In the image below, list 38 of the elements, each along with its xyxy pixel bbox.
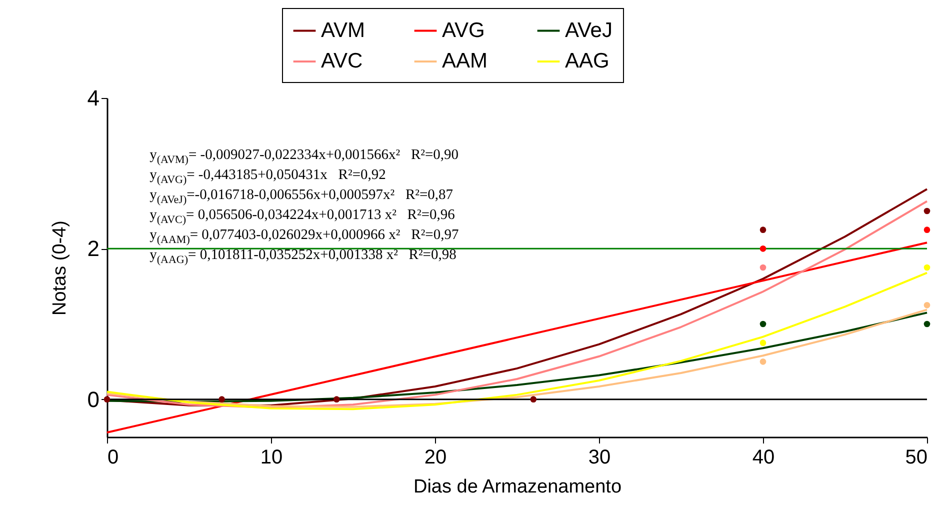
point [530, 396, 537, 402]
point [760, 358, 766, 365]
legend-label: AVM [321, 18, 365, 42]
point [924, 302, 930, 308]
annotation: y$_{(AAM)}$= 0,077403-0,026029x+0,000966 x² R²=0,97 [150, 226, 459, 246]
annotation: y$_{(AAG)}$= 0,101811-0,035252x+0,001338 x² R²=0,98 [150, 246, 458, 266]
point [760, 320, 766, 328]
annotation: y$_{(AVG)}$= -0,443185+0,050431x R²=0,92 [150, 166, 387, 186]
y-tick-label: 4 [87, 86, 100, 110]
point [924, 264, 930, 271]
x-tick-label: 40 [752, 446, 775, 468]
x-tick-label: 10 [260, 446, 283, 468]
point [760, 340, 766, 346]
point [760, 226, 766, 233]
x-tick-label: 0 [108, 446, 119, 468]
point [924, 208, 930, 214]
point [760, 246, 766, 252]
x-tick-label: 30 [588, 446, 611, 468]
point [924, 320, 930, 328]
point [760, 264, 766, 271]
x-tick-label: 20 [424, 446, 447, 468]
y-tick-label: 0 [87, 386, 100, 412]
annotation: y$_{(AVeJ)}$=-0,016718-0,006556x+0,000597x² R²=0,87 [150, 186, 454, 206]
point [333, 396, 340, 402]
x-axis-title: Dias de Armazenamento [413, 476, 622, 498]
legend-label: AAM [442, 50, 488, 72]
y-axis-title: Notas (0-4) [49, 220, 70, 316]
point [218, 396, 225, 402]
legend-label: AVC [321, 50, 363, 72]
legend-label: AAG [565, 50, 610, 72]
legend-label: AVeJ [565, 18, 612, 42]
annotation: y$_{(AVC)}$= 0,056506-0,034224x+0,001713 x² R²=0,96 [150, 206, 456, 226]
annotation: y$_{(AVM)}$= -0,009027-0,022334x+0,001566x² R²=0,90 [150, 146, 459, 166]
legend-label: AVG [442, 18, 485, 42]
x-tick-label: 50 [905, 446, 928, 468]
y-tick-label: 2 [87, 236, 100, 262]
point [104, 396, 110, 402]
point [924, 226, 930, 233]
